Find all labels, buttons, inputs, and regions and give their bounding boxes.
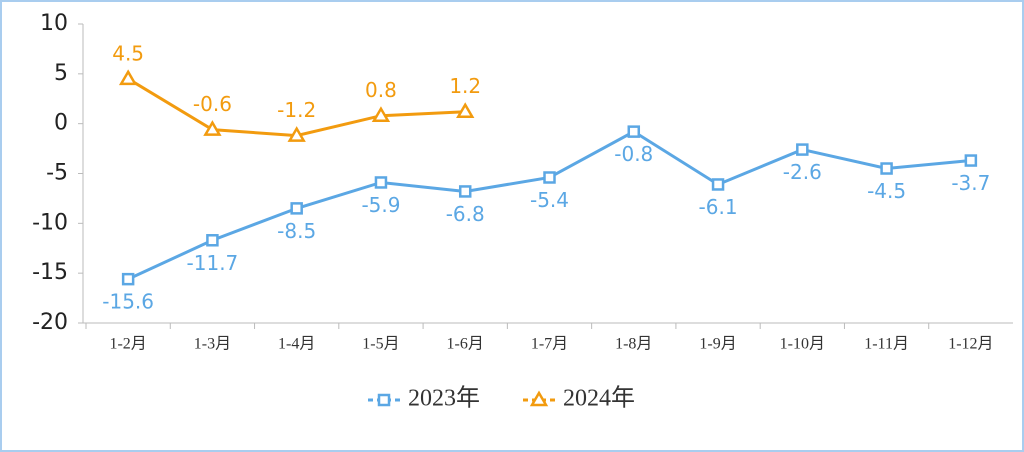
data-label: -15.6 (102, 290, 154, 314)
data-label: 1.2 (449, 74, 481, 98)
data-label: -2.6 (783, 160, 822, 184)
y-tick-label: 10 (40, 11, 68, 36)
x-tick-label: 1-12月 (948, 336, 993, 353)
point (118, 69, 138, 86)
data-label: -1.2 (277, 98, 316, 122)
data-label: -5.4 (530, 188, 569, 212)
x-tick-label: 1-4月 (278, 336, 315, 353)
y-tick-label: -20 (32, 310, 68, 335)
point (458, 185, 472, 198)
data-label: -3.7 (951, 171, 990, 195)
legend-marker (377, 393, 391, 407)
point (880, 162, 893, 175)
data-label: -4.5 (867, 179, 906, 203)
point (543, 171, 556, 184)
data-label: -8.5 (277, 219, 316, 243)
point (374, 176, 388, 189)
x-tick-label: 1-9月 (699, 336, 736, 353)
point (371, 106, 391, 122)
point (203, 120, 222, 136)
legend-label: 2024年 (563, 385, 635, 412)
legend-label: 2023年 (408, 385, 480, 412)
x-tick-label: 1-2月 (109, 336, 146, 353)
x-tick-label: 1-3月 (194, 336, 231, 353)
data-label: -6.1 (699, 195, 738, 219)
x-tick-label: 1-5月 (362, 336, 399, 353)
point (287, 126, 306, 142)
y-tick-label: -5 (46, 161, 68, 186)
x-tick-label: 1-10月 (780, 336, 825, 353)
point (121, 272, 135, 286)
point (456, 102, 475, 118)
x-tick-label: 1-8月 (615, 336, 652, 353)
point (206, 234, 219, 247)
y-tick-label: -10 (32, 210, 68, 235)
y-tick-label: 0 (54, 111, 68, 136)
legend-marker (529, 390, 549, 407)
data-label: 4.5 (112, 41, 144, 65)
data-label: -11.7 (187, 251, 239, 275)
y-tick-label: -15 (32, 260, 68, 285)
data-label: -0.6 (193, 92, 232, 116)
point (796, 143, 809, 156)
point (627, 125, 641, 138)
point (964, 154, 978, 167)
data-label: -0.8 (614, 142, 653, 166)
data-label: -6.8 (446, 202, 485, 226)
x-tick-label: 1-7月 (531, 336, 568, 353)
point (290, 202, 303, 215)
data-label: -5.9 (361, 193, 400, 217)
point (711, 178, 725, 191)
x-tick-label: 1-11月 (864, 336, 909, 353)
x-tick-label: 1-6月 (447, 336, 484, 353)
y-tick-label: 5 (54, 61, 68, 86)
data-label: 0.8 (365, 78, 397, 102)
